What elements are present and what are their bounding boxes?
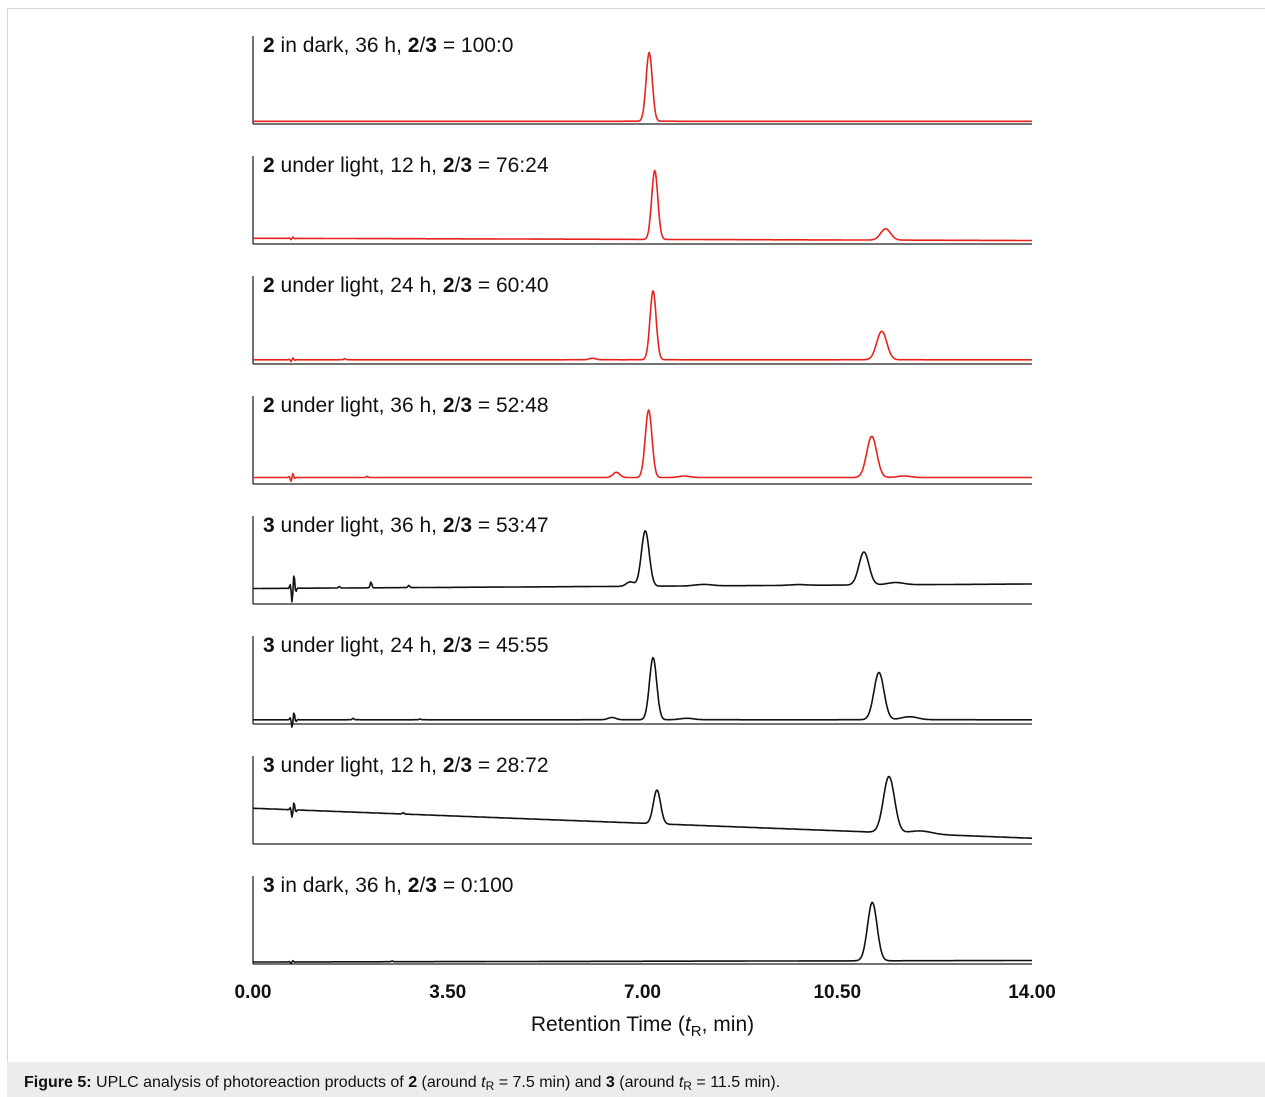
caption-text-2: (around (417, 1074, 482, 1091)
figure-caption: Figure 5: UPLC analysis of photoreaction… (7, 1062, 1265, 1097)
caption-t-2: t (678, 1074, 684, 1091)
caption-text-1: UPLC analysis of photoreaction products … (91, 1074, 409, 1091)
panel-trace-3 (253, 290, 1032, 363)
caption-prefix: Figure 5: (24, 1074, 92, 1091)
panel-trace-4 (253, 409, 1032, 483)
figure-frame (7, 8, 1265, 1097)
caption-compound-3: 3 (605, 1074, 615, 1091)
panel-trace-1 (253, 51, 1032, 123)
panel-trace-7 (253, 775, 1033, 840)
x-tick-label-4: 10.50 (813, 982, 861, 1003)
uplc-chart: 2 in dark, 36 h, 2/3 = 100:0 2 under ligh… (235, 34, 1056, 1040)
panel-title-4: 2 under light, 36 h, 2/3 = 52:48 (263, 394, 549, 417)
panel-title-3: 2 under light, 24 h, 2/3 = 60:40 (263, 274, 549, 297)
x-tick-label-1: 0.00 (235, 982, 272, 1003)
panel-title-8: 3 in dark, 36 h, 2/3 = 0:100 (263, 874, 513, 897)
caption-sub-2: R (683, 1079, 692, 1093)
caption-sub-1: R (485, 1079, 495, 1093)
x-tick-label-2: 3.50 (429, 982, 466, 1003)
x-axis-label: Retention Time (tR, min) (531, 1013, 754, 1040)
panel-title-6: 3 under light, 24 h, 2/3 = 45:55 (263, 634, 549, 657)
panel-title-5: 3 under light, 36 h, 2/3 = 53:47 (263, 514, 549, 537)
panel-title-7: 3 under light, 12 h, 2/3 = 28:72 (263, 754, 549, 777)
panel-title-1: 2 in dark, 36 h, 2/3 = 100:0 (263, 34, 513, 57)
caption-compound-2: 2 (408, 1074, 418, 1091)
panel-trace-8 (253, 901, 1032, 964)
caption-t-1: t (481, 1074, 486, 1091)
x-tick-label-3: 7.00 (624, 982, 661, 1003)
caption-text-3: = 7.5 min) and (494, 1074, 606, 1091)
caption-text-4: (around (614, 1074, 679, 1091)
panel-trace-6 (253, 656, 1032, 728)
panel-title-2: 2 under light, 12 h, 2/3 = 76:24 (263, 154, 549, 177)
x-tick-label-5: 14.00 (1008, 982, 1056, 1003)
panel-trace-5 (253, 530, 1032, 603)
panel-trace-2 (253, 169, 1032, 242)
caption-text-5: = 11.5 min). (691, 1074, 781, 1091)
